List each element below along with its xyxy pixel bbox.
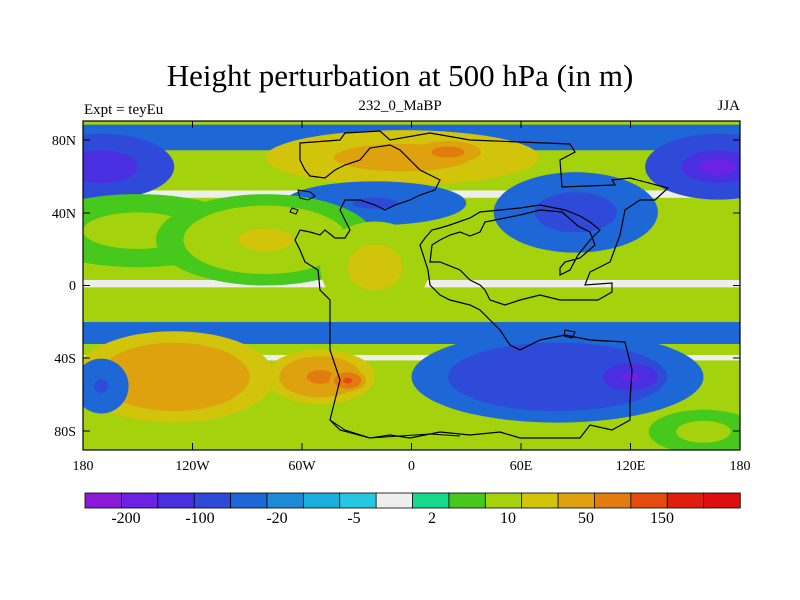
colorbar-swatch: [703, 492, 741, 509]
field-contour: [149, 365, 200, 389]
colorbar-label: 50: [578, 510, 594, 527]
colorbar-swatch: [157, 492, 195, 509]
colorbar-swatch: [594, 492, 632, 509]
colorbar-label: -5: [347, 510, 360, 527]
lat-tick-label: 40S: [54, 352, 76, 367]
colorbar-swatch: [666, 492, 705, 509]
colorbar-label: 2: [428, 510, 436, 527]
colorbar-label: 150: [650, 510, 674, 527]
colorbar-swatch: [302, 492, 341, 509]
field-contour: [555, 202, 597, 223]
field-contour: [238, 228, 293, 252]
field-contour: [110, 221, 166, 240]
field-contour: [94, 379, 109, 393]
field-contour: [439, 149, 457, 155]
lat-tick-label: 0: [69, 279, 76, 294]
lon-tick-label: 120W: [175, 459, 210, 474]
colorbar-swatch: [630, 492, 668, 509]
colorbar-swatch: [230, 492, 268, 509]
field-band: [83, 354, 740, 361]
lon-tick-label: 120E: [616, 459, 646, 474]
height-field: [83, 121, 740, 450]
field-contour: [352, 197, 398, 209]
field-contour: [361, 255, 389, 279]
continent-outline: [289, 130, 670, 439]
colorbar-swatch: [339, 492, 377, 509]
colorbar-swatch: [484, 492, 523, 509]
lat-tick-label: 80N: [52, 134, 76, 149]
colorbar-swatch: [193, 492, 232, 509]
colorbar: [84, 492, 741, 509]
lon-tick-label: 0: [408, 459, 415, 474]
colorbar-label: -100: [185, 510, 214, 527]
field-contour: [306, 370, 334, 384]
field-contour: [343, 377, 353, 384]
field-contour: [699, 158, 737, 175]
time-label: 232_0_MaBP: [358, 98, 442, 114]
season-label: JJA: [717, 98, 740, 114]
colorbar-swatch: [412, 492, 450, 509]
colorbar-swatch: [120, 492, 159, 509]
lat-axis: 80N 40N 0 40S 80S: [52, 134, 740, 440]
field-contour: [689, 426, 718, 438]
plot-title: Height perturbation at 500 hPa (in m): [166, 58, 634, 93]
field-contour: [83, 158, 120, 175]
field-contour: [521, 365, 594, 389]
lon-tick-label: 60W: [288, 459, 316, 474]
colorbar-label: 10: [500, 510, 516, 527]
colorbar-swatch: [266, 492, 305, 509]
colorbar-swatch: [557, 492, 596, 509]
colorbar-labels: -200 -100 -20 -5 2 10 50 150: [111, 510, 674, 527]
colorbar-swatch: [448, 492, 486, 509]
colorbar-swatch: [375, 492, 414, 509]
lat-tick-label: 40N: [52, 207, 76, 222]
colorbar-label: -200: [111, 510, 140, 527]
lon-axis: 180 120W 60W 0 60E 120E 180: [73, 121, 751, 474]
colorbar-label: -20: [266, 510, 287, 527]
lat-tick-label: 80S: [54, 425, 76, 440]
colorbar-swatch: [521, 492, 559, 509]
lon-tick-label: 180: [73, 459, 94, 474]
lon-tick-label: 180: [730, 459, 751, 474]
colorbar-swatch: [84, 492, 123, 509]
experiment-label: Expt = teyEu: [84, 102, 164, 118]
field-contour: [621, 372, 640, 382]
lon-tick-label: 60E: [510, 459, 533, 474]
